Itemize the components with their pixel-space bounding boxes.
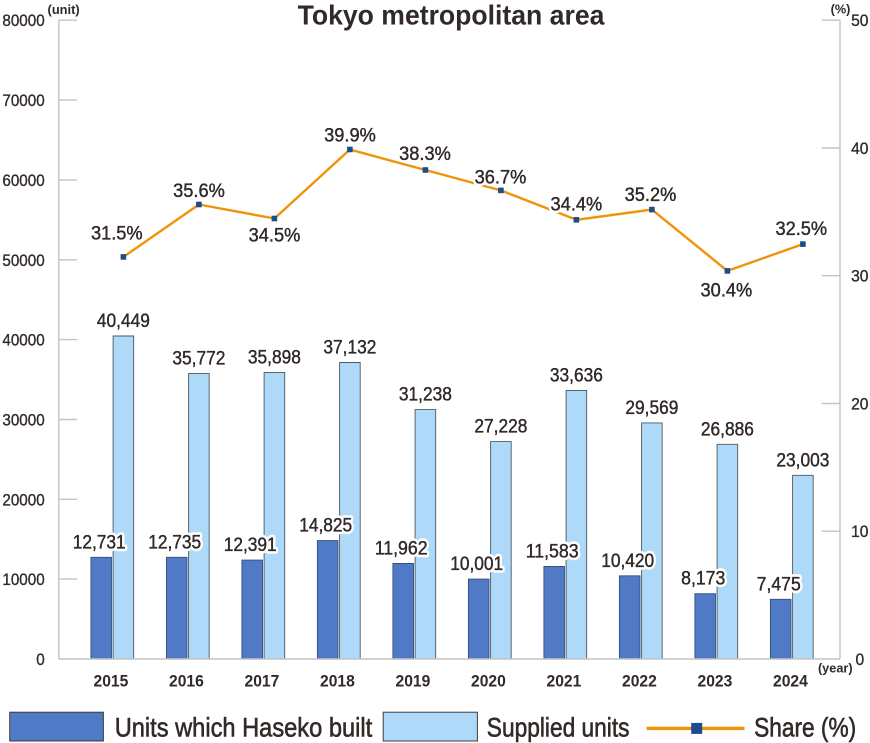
svg-text:27,228: 27,228 (474, 417, 527, 438)
svg-text:0: 0 (855, 650, 864, 669)
svg-text:12,731: 12,731 (73, 532, 126, 553)
svg-text:40,449: 40,449 (97, 311, 150, 332)
svg-text:2019: 2019 (396, 672, 431, 691)
svg-text:23,003: 23,003 (776, 450, 829, 471)
svg-text:0: 0 (36, 650, 45, 669)
svg-text:10: 10 (851, 522, 868, 541)
svg-text:36.7%: 36.7% (475, 167, 527, 189)
svg-text:35,772: 35,772 (172, 348, 225, 369)
svg-text:Tokyo metropolitan area: Tokyo metropolitan area (298, 0, 605, 31)
svg-text:8,173: 8,173 (681, 569, 725, 590)
svg-text:40: 40 (851, 139, 868, 158)
svg-text:27,228: 27,228 (474, 417, 527, 438)
svg-text:36.7%: 36.7% (475, 167, 527, 189)
svg-text:8,173: 8,173 (681, 569, 725, 590)
svg-text:38.3%: 38.3% (399, 143, 451, 165)
svg-text:2024: 2024 (773, 672, 808, 691)
svg-text:Supplied units: Supplied units (487, 712, 630, 742)
svg-text:10,001: 10,001 (450, 554, 503, 575)
svg-text:35.2%: 35.2% (625, 184, 677, 206)
svg-text:33,636: 33,636 (550, 365, 603, 386)
svg-text:(%): (%) (831, 2, 851, 17)
svg-text:39.9%: 39.9% (324, 124, 376, 146)
svg-text:11,583: 11,583 (526, 542, 579, 563)
svg-text:37,132: 37,132 (323, 338, 376, 359)
svg-text:2022: 2022 (622, 672, 657, 691)
svg-text:Units which Haseko built: Units which Haseko built (115, 712, 373, 742)
svg-text:30.4%: 30.4% (701, 280, 753, 302)
svg-text:50000: 50000 (2, 251, 44, 270)
svg-text:40000: 40000 (2, 331, 44, 350)
svg-text:10,001: 10,001 (450, 554, 503, 575)
svg-text:10000: 10000 (2, 570, 44, 589)
svg-text:34.4%: 34.4% (551, 194, 603, 216)
svg-text:20000: 20000 (2, 490, 44, 509)
svg-text:Share (%): Share (%) (754, 712, 856, 742)
svg-text:7,475: 7,475 (757, 574, 801, 595)
svg-text:38.3%: 38.3% (399, 143, 451, 165)
svg-text:31,238: 31,238 (399, 385, 452, 406)
svg-text:11,962: 11,962 (375, 539, 428, 560)
svg-text:(year): (year) (818, 660, 853, 675)
svg-text:34.5%: 34.5% (249, 225, 301, 247)
svg-text:35.2%: 35.2% (625, 184, 677, 206)
svg-text:32.5%: 32.5% (775, 218, 827, 240)
svg-text:80000: 80000 (2, 11, 44, 30)
svg-text:2023: 2023 (698, 672, 733, 691)
svg-text:14,825: 14,825 (299, 516, 352, 537)
svg-text:2021: 2021 (547, 672, 582, 691)
svg-text:11,962: 11,962 (375, 539, 428, 560)
svg-text:10,420: 10,420 (601, 551, 654, 572)
svg-text:12,735: 12,735 (148, 532, 201, 553)
svg-text:35.6%: 35.6% (173, 180, 225, 202)
svg-text:12,391: 12,391 (224, 535, 277, 556)
svg-text:10,420: 10,420 (601, 551, 654, 572)
svg-text:31.5%: 31.5% (91, 222, 143, 244)
svg-text:11,583: 11,583 (526, 542, 579, 563)
svg-text:30000: 30000 (2, 411, 44, 430)
svg-text:23,003: 23,003 (776, 450, 829, 471)
svg-text:35,898: 35,898 (248, 347, 301, 368)
svg-text:(unit): (unit) (48, 2, 80, 17)
svg-text:30: 30 (851, 267, 868, 286)
svg-text:34.4%: 34.4% (551, 194, 603, 216)
svg-text:26,886: 26,886 (701, 419, 754, 440)
svg-text:29,569: 29,569 (625, 398, 678, 419)
svg-text:12,735: 12,735 (148, 532, 201, 553)
svg-text:20: 20 (851, 395, 868, 414)
svg-text:60000: 60000 (2, 171, 44, 190)
svg-text:34.5%: 34.5% (249, 225, 301, 247)
svg-text:30.4%: 30.4% (701, 280, 753, 302)
svg-text:32.5%: 32.5% (775, 218, 827, 240)
svg-text:35,898: 35,898 (248, 347, 301, 368)
svg-text:40,449: 40,449 (97, 311, 150, 332)
svg-text:2016: 2016 (169, 672, 204, 691)
svg-text:31,238: 31,238 (399, 385, 452, 406)
svg-text:12,731: 12,731 (73, 532, 126, 553)
svg-text:2020: 2020 (471, 672, 506, 691)
svg-text:2017: 2017 (245, 672, 280, 691)
svg-text:2015: 2015 (94, 672, 129, 691)
svg-text:33,636: 33,636 (550, 365, 603, 386)
svg-text:12,391: 12,391 (224, 535, 277, 556)
svg-text:35.6%: 35.6% (173, 180, 225, 202)
svg-text:50: 50 (851, 11, 868, 30)
svg-text:31.5%: 31.5% (91, 222, 143, 244)
svg-text:7,475: 7,475 (757, 574, 801, 595)
svg-text:35,772: 35,772 (172, 348, 225, 369)
svg-text:26,886: 26,886 (701, 419, 754, 440)
svg-text:14,825: 14,825 (299, 516, 352, 537)
svg-text:2018: 2018 (320, 672, 355, 691)
svg-text:39.9%: 39.9% (324, 124, 376, 146)
svg-text:29,569: 29,569 (625, 398, 678, 419)
svg-text:70000: 70000 (2, 91, 44, 110)
svg-text:37,132: 37,132 (323, 338, 376, 359)
